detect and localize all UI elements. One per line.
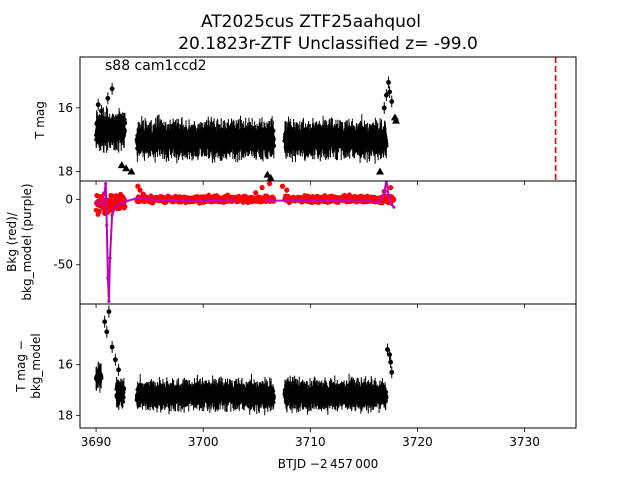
bkg-model-point xyxy=(123,200,127,204)
y-tick-label: -50 xyxy=(53,258,73,272)
bkg-model-point xyxy=(272,199,276,203)
bkg-model-point xyxy=(382,191,386,195)
bkg-model-point xyxy=(94,200,98,204)
middle-plot-area xyxy=(93,181,397,303)
upper-limit-marker xyxy=(127,167,136,175)
bkg-model-point xyxy=(108,256,112,260)
background-point xyxy=(253,190,259,196)
bkg-model-point xyxy=(119,201,123,205)
background-point xyxy=(391,197,397,203)
bkg-model-point xyxy=(308,199,312,203)
y-tick-label: 0 xyxy=(65,192,73,206)
data-point xyxy=(99,108,104,114)
data-point xyxy=(121,385,127,391)
background-point xyxy=(137,187,143,193)
bkg-model-point xyxy=(105,223,109,228)
data-point xyxy=(389,99,395,104)
figure-title-line1: AT2025cus ZTF25aahquol xyxy=(201,12,421,32)
bkg-model-point xyxy=(378,200,382,204)
bkg-model-point xyxy=(390,202,394,207)
upper-limit-marker xyxy=(392,116,401,124)
bkg-model-point xyxy=(392,205,396,209)
data-point xyxy=(109,86,115,92)
data-point xyxy=(117,115,123,120)
data-point xyxy=(381,105,387,111)
figure-title-line2: 20.1823r-ZTF Unclassified z= -99.0 xyxy=(178,34,478,54)
background-point xyxy=(284,187,290,193)
bkg-model-point xyxy=(135,196,139,200)
data-point xyxy=(383,92,389,98)
bkg-model-point xyxy=(169,199,173,203)
bkg-model-point xyxy=(340,199,345,203)
upper-limit-marker xyxy=(263,170,272,178)
bkg-model-point xyxy=(265,199,270,203)
bottom-plot-area xyxy=(93,305,395,416)
upper-limit-marker xyxy=(266,173,275,181)
bkg-model-point xyxy=(107,299,111,303)
data-point xyxy=(386,80,391,85)
bkg-model-point xyxy=(283,199,287,203)
background-point xyxy=(97,209,102,215)
bkg-model-point xyxy=(110,213,114,217)
bkg-model-point xyxy=(104,182,108,186)
background-point xyxy=(259,184,265,191)
bkg-model-line xyxy=(267,181,395,208)
data-point xyxy=(384,143,389,148)
data-point xyxy=(99,375,104,381)
background-point xyxy=(135,183,141,189)
y-tick-label: 18 xyxy=(58,164,73,178)
background-point xyxy=(388,184,394,191)
upper-limit-marker xyxy=(122,164,131,172)
top-axes-frame xyxy=(79,56,577,182)
background-point xyxy=(279,183,286,189)
background-point xyxy=(122,203,128,209)
data-point xyxy=(387,89,392,95)
data-point xyxy=(95,102,101,108)
bkg-model-point xyxy=(201,199,205,203)
upper-limit-marker xyxy=(117,161,126,169)
middle-panel: 0 -50 xyxy=(53,180,577,308)
bkg-model-point xyxy=(362,199,366,203)
bkg-model-point xyxy=(106,276,110,280)
data-point xyxy=(105,95,111,101)
top-plot-area xyxy=(94,57,557,181)
bkg-model-point xyxy=(233,199,237,203)
bkg-model-point xyxy=(99,202,104,207)
data-point xyxy=(122,120,128,126)
bkg-model-point xyxy=(113,205,117,209)
upper-limit-marker xyxy=(375,167,384,175)
data-point xyxy=(271,143,277,148)
background-point xyxy=(267,181,273,187)
bkg-model-point xyxy=(386,193,391,197)
data-point xyxy=(120,399,126,404)
background-point xyxy=(140,191,146,197)
bkg-model-point xyxy=(148,197,152,201)
y-tick-label: 16 xyxy=(58,101,73,115)
bkg-model-point xyxy=(103,191,107,195)
